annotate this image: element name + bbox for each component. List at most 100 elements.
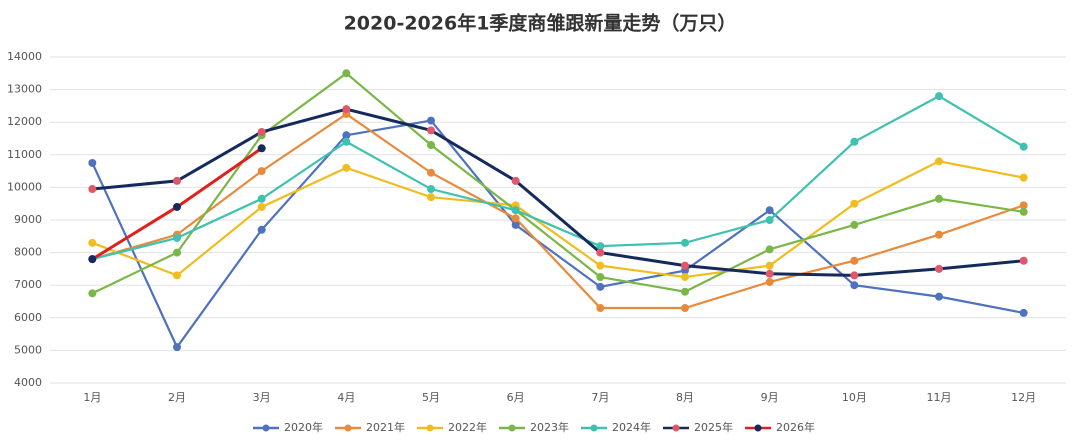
data-point bbox=[173, 271, 181, 280]
data-point bbox=[1019, 256, 1028, 265]
series-line bbox=[92, 94, 1025, 261]
data-point bbox=[173, 202, 181, 211]
legend-label: 2023年 bbox=[530, 420, 569, 434]
legend-label: 2025年 bbox=[694, 420, 733, 434]
data-point bbox=[935, 157, 943, 166]
data-point bbox=[850, 256, 859, 265]
series-line bbox=[91, 119, 1024, 350]
data-point bbox=[850, 281, 859, 290]
x-tick-label: 2月 bbox=[168, 391, 186, 404]
x-tick-label: 12月 bbox=[1011, 391, 1036, 404]
data-point bbox=[596, 248, 605, 257]
data-point bbox=[935, 194, 943, 203]
data-point bbox=[342, 69, 351, 78]
data-point bbox=[681, 304, 689, 313]
y-tick-label: 13000 bbox=[7, 83, 42, 96]
data-point bbox=[681, 273, 689, 282]
y-tick-label: 4000 bbox=[14, 376, 42, 389]
legend-marker bbox=[754, 424, 762, 432]
data-point bbox=[342, 105, 351, 114]
data-point bbox=[765, 216, 774, 224]
data-point bbox=[681, 287, 689, 296]
legend-marker bbox=[590, 424, 598, 432]
series-line bbox=[91, 71, 1024, 295]
data-point bbox=[596, 273, 605, 282]
y-tick-label: 7000 bbox=[14, 278, 42, 291]
series-line bbox=[91, 160, 1024, 279]
x-tick-label: 4月 bbox=[337, 391, 355, 404]
legend-label: 2021年 bbox=[366, 420, 405, 434]
data-point bbox=[850, 271, 859, 280]
data-point bbox=[765, 277, 774, 286]
data-point bbox=[88, 255, 97, 264]
y-tick-label: 8000 bbox=[14, 246, 42, 259]
data-point bbox=[1019, 173, 1028, 182]
data-point bbox=[427, 141, 435, 150]
data-point bbox=[427, 193, 435, 202]
data-point bbox=[88, 185, 97, 194]
x-tick-label: 11月 bbox=[927, 391, 952, 404]
data-point bbox=[935, 264, 943, 273]
data-point bbox=[1019, 142, 1028, 151]
y-tick-label: 12000 bbox=[7, 115, 42, 128]
data-point bbox=[88, 238, 97, 247]
data-point bbox=[850, 137, 859, 146]
data-point bbox=[596, 242, 605, 251]
data-point bbox=[511, 220, 520, 229]
x-tick-label: 1月 bbox=[83, 391, 101, 404]
data-point bbox=[257, 194, 266, 203]
x-tick-label: 8月 bbox=[676, 391, 694, 404]
data-point bbox=[173, 176, 181, 185]
data-point bbox=[427, 185, 435, 194]
data-point bbox=[173, 248, 181, 257]
legend-label: 2026年 bbox=[776, 420, 815, 434]
data-point bbox=[1019, 201, 1028, 210]
y-tick-label: 5000 bbox=[14, 343, 42, 356]
legend-marker bbox=[426, 424, 434, 432]
data-point bbox=[765, 261, 774, 270]
data-point bbox=[342, 131, 351, 140]
data-point bbox=[681, 261, 689, 270]
data-point bbox=[596, 282, 605, 291]
data-point bbox=[765, 206, 774, 215]
data-point bbox=[257, 127, 266, 136]
data-point bbox=[850, 220, 859, 229]
legend-marker bbox=[344, 424, 352, 432]
y-tick-label: 6000 bbox=[14, 311, 42, 324]
data-point bbox=[511, 176, 520, 185]
data-point bbox=[596, 261, 605, 270]
data-point bbox=[257, 144, 266, 153]
data-point bbox=[173, 233, 181, 242]
data-point bbox=[257, 202, 266, 211]
data-point bbox=[342, 137, 351, 146]
legend-label: 2024年 bbox=[612, 420, 651, 434]
x-tick-label: 3月 bbox=[253, 391, 271, 404]
data-point bbox=[427, 126, 435, 135]
y-tick-label: 14000 bbox=[7, 50, 42, 63]
data-point bbox=[88, 158, 97, 167]
legend-label: 2022年 bbox=[448, 420, 487, 434]
data-point bbox=[342, 163, 351, 172]
data-point bbox=[935, 92, 943, 101]
x-tick-label: 9月 bbox=[761, 391, 779, 404]
legend-marker bbox=[672, 424, 680, 432]
x-tick-label: 7月 bbox=[591, 391, 609, 404]
data-point bbox=[596, 304, 605, 313]
data-point bbox=[427, 168, 435, 177]
data-point bbox=[935, 230, 943, 239]
data-point bbox=[173, 343, 181, 352]
series-line bbox=[92, 112, 1025, 310]
data-point bbox=[88, 289, 97, 298]
chart-title: 2020-2026年1季度商雏跟新量走势（万只） bbox=[344, 12, 737, 35]
data-point bbox=[1019, 308, 1028, 317]
series-line bbox=[92, 107, 1024, 277]
data-point bbox=[257, 167, 266, 176]
data-point bbox=[257, 225, 266, 234]
legend-label: 2020年 bbox=[284, 420, 323, 434]
legend-marker bbox=[262, 424, 270, 432]
data-point bbox=[935, 292, 943, 301]
data-point bbox=[765, 269, 774, 278]
y-tick-label: 10000 bbox=[7, 180, 42, 193]
x-tick-label: 5月 bbox=[422, 391, 440, 404]
